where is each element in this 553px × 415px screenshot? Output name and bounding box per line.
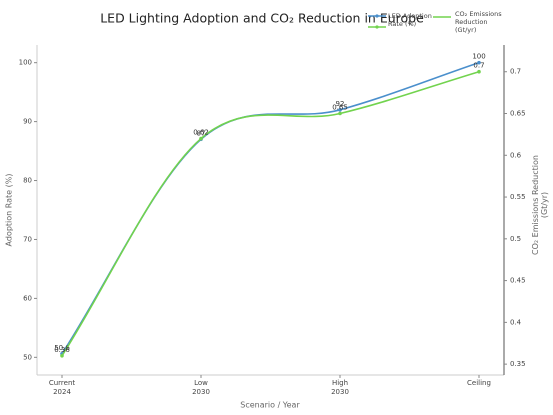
y2-tick-label: 0.65 bbox=[510, 110, 526, 118]
legend-label: CO₂ Emissions Reduction (Gt/yr) bbox=[455, 10, 502, 34]
y2-tick-label: 0.55 bbox=[510, 193, 526, 201]
data-label: 92 bbox=[336, 100, 345, 108]
data-label: 0.65 bbox=[332, 104, 348, 112]
point bbox=[338, 108, 342, 112]
x-axis-label: Scenario / Year bbox=[240, 401, 300, 410]
y2-tick-label: 0.45 bbox=[510, 277, 526, 285]
legend-label: LED Adoption Rate (%) bbox=[388, 12, 432, 28]
x-tick-label: Current 2024 bbox=[48, 379, 76, 396]
data-label: 0.7 bbox=[473, 62, 484, 70]
point bbox=[477, 60, 481, 65]
point bbox=[199, 136, 203, 141]
x-tick-label: High 2030 bbox=[331, 379, 349, 396]
line bbox=[61, 70, 480, 357]
point bbox=[338, 111, 342, 116]
x-tick-label: Ceiling bbox=[467, 379, 491, 387]
y-axis-label: Adoption Rate (%) bbox=[5, 174, 14, 247]
y2-tick-label: 0.4 bbox=[510, 318, 522, 326]
y-tick-label: 100 bbox=[19, 59, 32, 67]
y2-tick-label: 0.6 bbox=[510, 151, 522, 159]
line bbox=[61, 61, 480, 355]
y2-tick-label: 0.35 bbox=[510, 360, 526, 368]
data-label: 0.36 bbox=[54, 346, 70, 354]
y2-axis-label: CO₂ Emissions Reduction (Gt/yr) bbox=[531, 155, 549, 255]
x-tick-label: Low 2030 bbox=[192, 379, 210, 396]
data-label: 100 bbox=[472, 53, 485, 61]
legend-marker bbox=[375, 25, 379, 29]
y-tick-label: 70 bbox=[23, 235, 32, 243]
y-tick-label: 90 bbox=[23, 118, 32, 126]
y-tick-label: 50 bbox=[23, 353, 32, 361]
data-label: 87 bbox=[197, 129, 206, 137]
data-label: 50.6 bbox=[54, 344, 70, 352]
y2-tick-label: 0.7 bbox=[510, 68, 521, 76]
data-label: 0.62 bbox=[193, 129, 209, 137]
legend-marker bbox=[375, 14, 379, 18]
y2-tick-label: 0.5 bbox=[510, 235, 521, 243]
y-tick-label: 80 bbox=[23, 177, 32, 185]
chart-title: LED Lighting Adoption and CO₂ Reduction … bbox=[100, 11, 424, 26]
y-tick-label: 60 bbox=[23, 294, 32, 302]
point bbox=[60, 353, 64, 358]
point bbox=[477, 69, 481, 74]
